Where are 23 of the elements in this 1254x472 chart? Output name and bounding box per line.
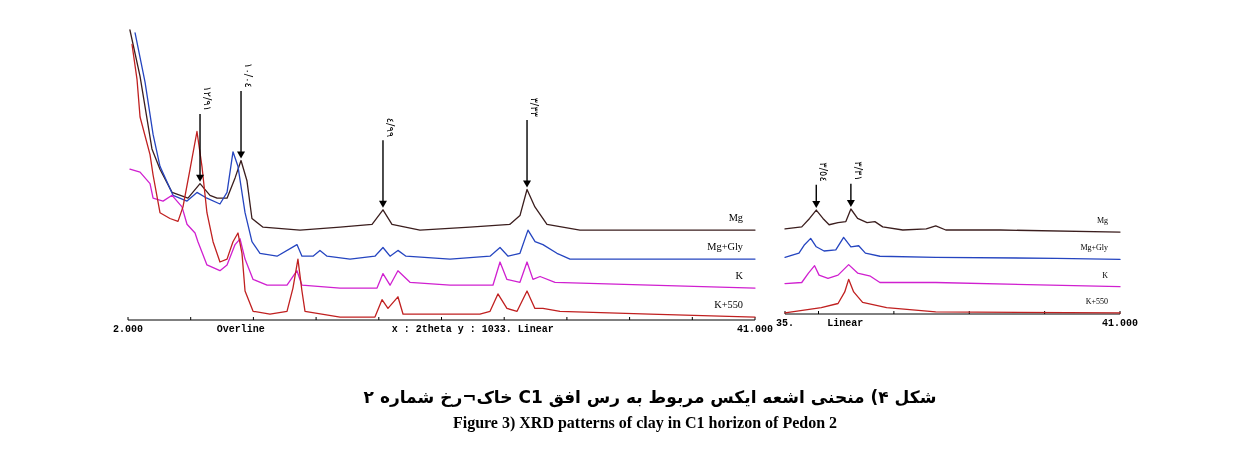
series-label: Mg	[1096, 216, 1108, 226]
series-label: Mg	[728, 212, 743, 224]
annotation: ١٢/٩١	[202, 86, 214, 112]
series-label: Mg+Gly	[707, 241, 744, 253]
annotation: ٣/٣١	[852, 161, 864, 181]
text: Overline	[216, 324, 265, 335]
series-label: K	[735, 270, 744, 282]
x-tick-label: 35.	[775, 318, 795, 329]
text: Figure 3) XRD patterns of clay in C1 horizon of Pedon 2	[452, 414, 838, 432]
x-tick-label: 41.000	[736, 324, 774, 335]
annotation: ١٠/٠٤	[243, 63, 255, 88]
annotation: ٤/٩٩	[384, 117, 396, 138]
series-label: K+550	[1085, 296, 1108, 306]
annotation: ٣/٥٤	[818, 162, 830, 182]
text: x : 2theta y : 1033. Linear	[391, 324, 554, 335]
series-label: Mg+Gly	[1080, 243, 1108, 253]
annotation: ٣/٣٣	[529, 97, 541, 118]
text: شکل ۴) منحنی اشعه ایکس مربوط به رس افق C1 خاک¬رخ شماره ۲	[363, 387, 937, 408]
x-tick-label: 2.000	[112, 324, 144, 335]
x-tick-label: 41.000	[1101, 318, 1139, 329]
text: Linear	[827, 318, 864, 329]
series-label: K+550	[714, 299, 743, 311]
series-label: K	[1102, 270, 1109, 280]
